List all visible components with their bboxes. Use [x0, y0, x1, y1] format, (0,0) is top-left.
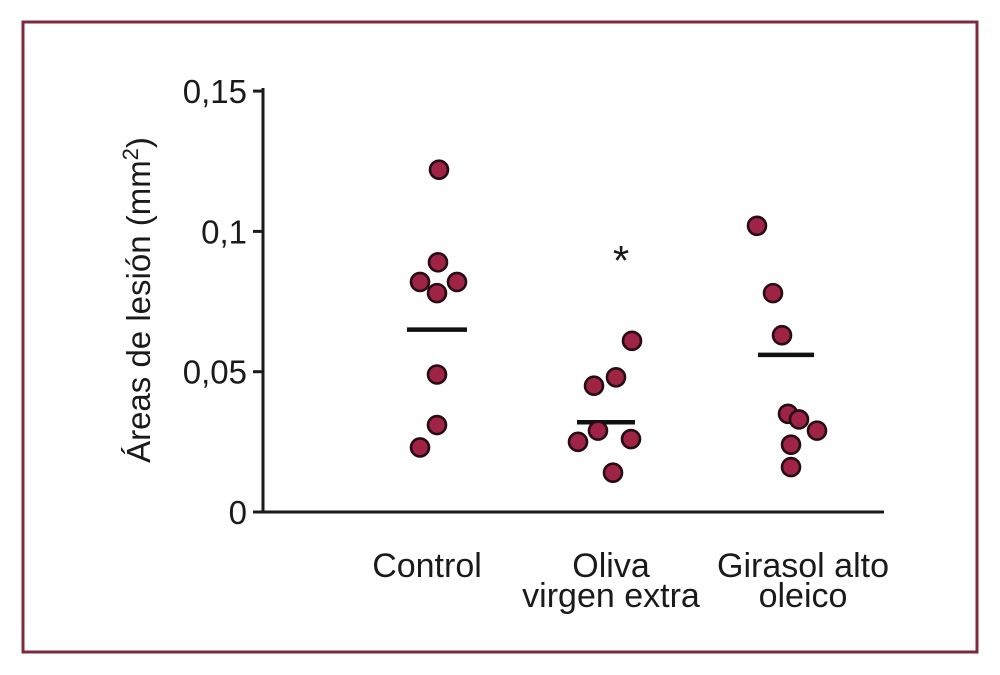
y-axis-title: Áreas de lesión (mm2)	[118, 137, 157, 463]
category-label-girasol-alto-oleico: Girasol alto	[717, 547, 889, 585]
y-tick-label: 0,15	[183, 73, 247, 110]
data-point	[746, 215, 768, 237]
data-point	[605, 367, 627, 388]
data-point	[428, 159, 450, 180]
data-point	[602, 462, 624, 484]
data-point	[771, 324, 793, 346]
data-point	[446, 271, 468, 293]
y-tick-label: 0	[229, 494, 247, 531]
data-point	[620, 428, 642, 450]
category-label-oliva-virgen-extra: virgen extra	[522, 577, 700, 615]
data-point	[788, 409, 810, 430]
category-label-control: Control	[372, 547, 482, 585]
category-label-girasol-alto-oleico: oleico	[759, 577, 848, 615]
y-tick: 0	[229, 494, 263, 531]
data-point	[780, 434, 802, 455]
data-point	[426, 364, 448, 385]
data-point	[427, 251, 449, 273]
data-point	[409, 437, 431, 458]
data-point	[409, 271, 431, 293]
group-control: Control	[372, 159, 482, 585]
data-point	[567, 431, 589, 453]
y-tick: 0,05	[183, 354, 263, 391]
data-point	[587, 420, 609, 441]
data-point	[762, 282, 784, 304]
data-point	[426, 282, 448, 304]
y-tick-label: 0,1	[201, 213, 247, 250]
data-point	[806, 420, 828, 441]
y-tick: 0,1	[201, 213, 263, 250]
data-point	[426, 414, 448, 436]
category-label-oliva-virgen-extra: Oliva	[572, 547, 650, 585]
data-point	[583, 375, 605, 397]
figure-border	[21, 20, 979, 654]
significance-asterisk: *	[613, 237, 629, 284]
y-tick: 0,15	[183, 73, 263, 110]
y-tick-label: 0,05	[183, 354, 247, 391]
data-point	[621, 330, 643, 352]
axes: 0 0,05 0,1 0,15	[183, 73, 884, 531]
data-point	[780, 456, 802, 478]
